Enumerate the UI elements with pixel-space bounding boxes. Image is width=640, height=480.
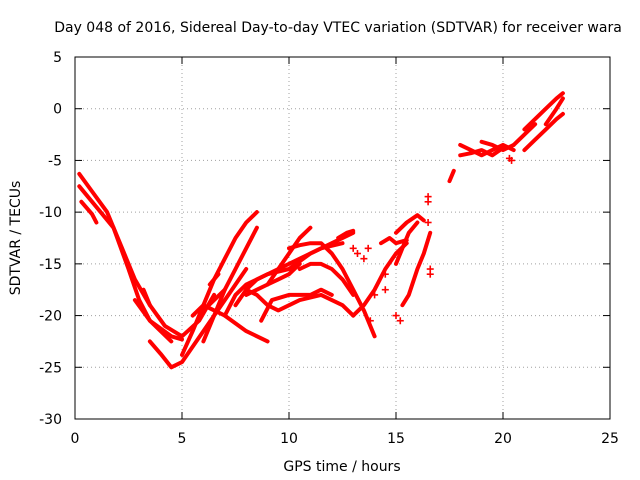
series-track-4 — [132, 298, 184, 342]
y-tick-label: 5 — [53, 50, 62, 66]
series-track-15 — [244, 261, 302, 297]
series-track-21 — [336, 228, 356, 240]
series-track-26 — [447, 168, 456, 184]
axis-tick-labels: 0 5 10 15 20 25 -30 -25 -20 -15 -10 -5 0 5 — [39, 50, 619, 447]
data-point — [366, 317, 374, 325]
series-track-16 — [259, 287, 334, 323]
series-track-1 — [77, 171, 217, 339]
series-track-5 — [147, 267, 249, 370]
series-track-3 — [79, 199, 99, 225]
series-track-32 — [543, 96, 565, 127]
x-tick-label: 20 — [494, 431, 512, 447]
plot-area — [77, 91, 565, 370]
data-point — [349, 244, 357, 252]
data-point — [364, 244, 372, 252]
data-point — [424, 193, 432, 201]
data-point — [426, 270, 434, 278]
y-tick-label: -15 — [39, 257, 62, 273]
x-tick-label: 0 — [71, 431, 80, 447]
data-point — [381, 270, 389, 278]
x-tick-label: 5 — [178, 431, 187, 447]
y-tick-label: -10 — [39, 205, 62, 221]
data-point — [353, 250, 361, 258]
series-track-10 — [141, 287, 152, 308]
chart-title: Day 048 of 2016, Sidereal Day-to-day VTE… — [54, 20, 622, 36]
x-tick-label: 10 — [280, 431, 298, 447]
series-track-11 — [207, 272, 221, 287]
series-track-28 — [458, 146, 505, 158]
series-track-30 — [522, 111, 565, 153]
series-track-33 — [511, 122, 538, 147]
data-point — [396, 317, 404, 325]
x-axis-label: GPS time / hours — [283, 459, 400, 475]
series-track-24 — [379, 236, 409, 246]
data-point — [360, 255, 368, 263]
series-track-20 — [351, 241, 409, 318]
series-track-25 — [394, 213, 426, 235]
series-track-6 — [180, 210, 259, 357]
plot-frame — [74, 56, 611, 420]
series-track-19 — [297, 261, 356, 297]
x-tick-label: 25 — [601, 431, 619, 447]
series-track-14 — [244, 287, 356, 318]
series-track-18 — [287, 241, 377, 339]
y-axis-label: SDTVAR / TECUs — [8, 181, 24, 296]
data-point — [371, 291, 379, 299]
series-track-17 — [265, 225, 313, 287]
grid-lines — [75, 57, 610, 419]
series-track-7 — [201, 225, 259, 344]
y-tick-label: 0 — [53, 102, 62, 118]
data-point — [424, 218, 432, 226]
x-tick-label: 15 — [387, 431, 405, 447]
series-track-13 — [222, 241, 345, 318]
series-track-23 — [400, 230, 433, 308]
y-tick-label: -5 — [48, 153, 62, 169]
y-tick-label: -20 — [39, 309, 62, 325]
y-tick-label: -30 — [39, 412, 62, 428]
series-track-31 — [522, 91, 565, 132]
series-track-29 — [479, 139, 516, 153]
y-tick-label: -25 — [39, 360, 62, 376]
data-point — [392, 312, 400, 320]
axis-ticks — [74, 56, 611, 420]
data-point — [508, 156, 516, 164]
data-point — [381, 286, 389, 294]
